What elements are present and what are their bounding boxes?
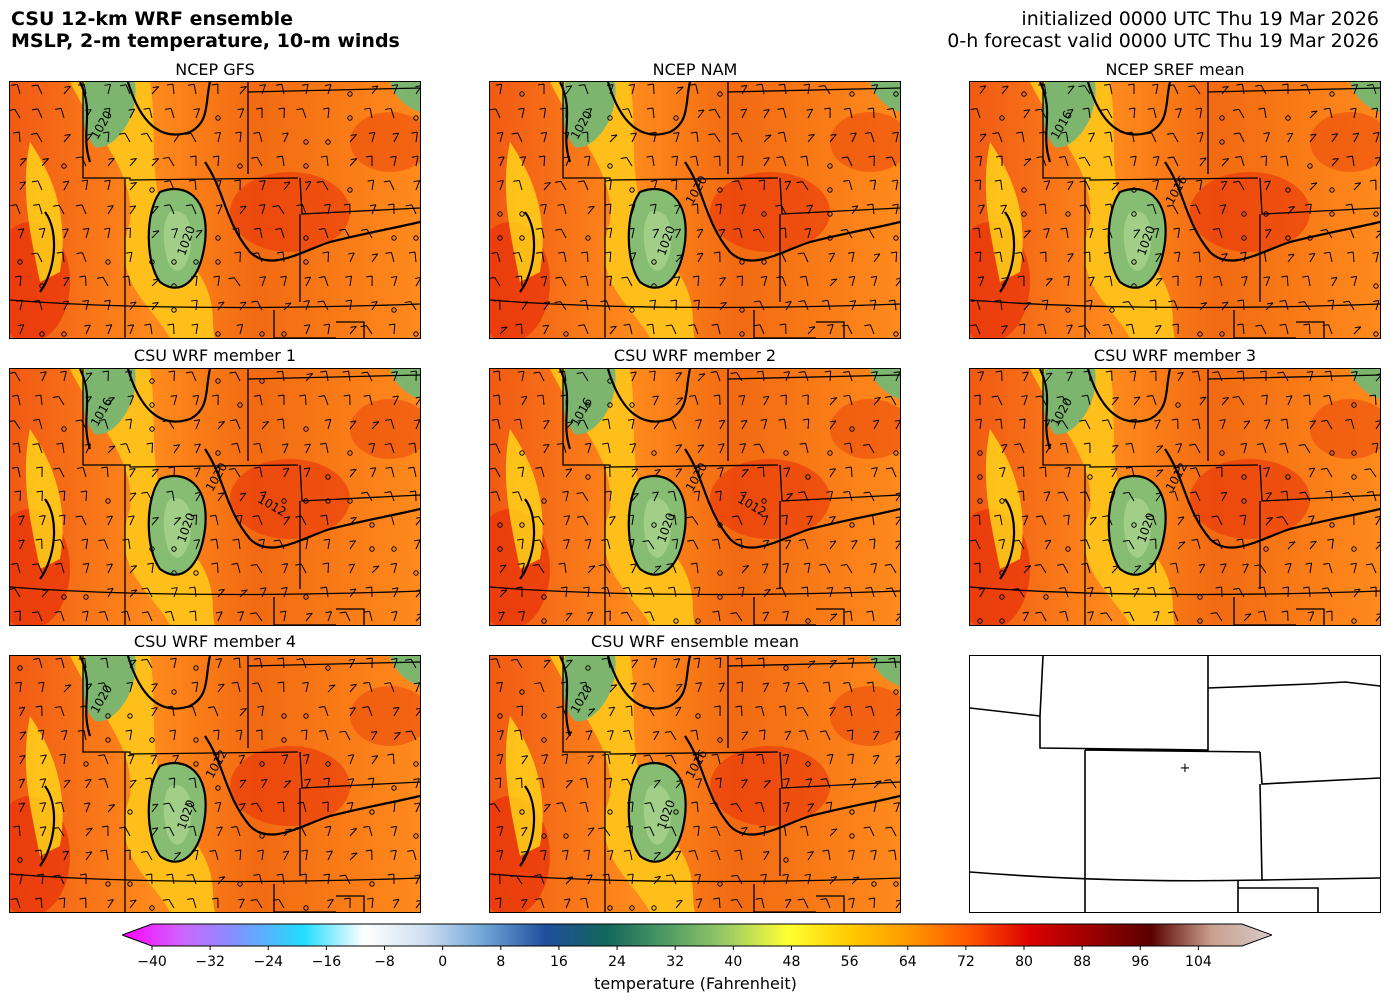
map-panel: + (969, 655, 1381, 913)
isobars (519, 656, 900, 867)
isobars (519, 369, 900, 580)
map-panel: 1020 1020 1016 (489, 655, 901, 913)
state-borders (970, 656, 1380, 912)
wind-barbs (490, 83, 900, 337)
panel-title-nam: NCEP NAM (652, 60, 738, 79)
state-borders (490, 656, 900, 912)
state-borders (970, 369, 1380, 625)
wind-barbs (10, 657, 420, 911)
panel-title-sref: NCEP SREF mean (1105, 60, 1245, 79)
map-panel: 1016 1020 1020 1012 (489, 368, 901, 626)
colorbar-tick-label: −16 (312, 954, 342, 970)
colorbar-tick-label: −40 (137, 954, 167, 970)
isobars (39, 82, 420, 293)
isobars (39, 369, 420, 580)
isobars (999, 369, 1380, 580)
map-panel: 1016 1020 1016 (969, 81, 1381, 339)
panel-title-m1: CSU WRF member 1 (133, 346, 297, 365)
colorbar-tick-label: 16 (550, 954, 568, 970)
colorbar-tick-label: 104 (1185, 954, 1212, 970)
colorbar-svg: −40 −32 −24 −16 −8 0 8 16 24 32 40 48 56 64 72 80 88 96 10… (120, 923, 1274, 970)
map-panel: 1020 1020 1020 (489, 81, 901, 339)
location-marker: + (1180, 761, 1191, 776)
colorbar-tick-label: 80 (1015, 954, 1033, 970)
colorbar-tick-label: −32 (195, 954, 225, 970)
map-panel: 1020 1020 1012 (969, 368, 1381, 626)
map-panel: 1020 1020 1012 (9, 655, 421, 913)
title-line-2: MSLP, 2-m temperature, 10-m winds (11, 30, 400, 52)
valid-time: 0-h forecast valid 0000 UTC Thu 19 Mar 2… (947, 30, 1379, 52)
wind-barbs (490, 370, 900, 624)
isobars (519, 82, 900, 293)
state-borders (10, 82, 420, 338)
state-borders (490, 369, 900, 625)
colorbar-tick-label: 32 (666, 954, 684, 970)
colorbar-tick-label: 0 (438, 954, 447, 970)
panel-title-m2: CSU WRF member 2 (613, 346, 777, 365)
colorbar-tick-label: 8 (496, 954, 505, 970)
wind-barbs (490, 657, 900, 911)
state-borders (10, 369, 420, 625)
colorbar-tick-label: −8 (374, 954, 395, 970)
map-svg: + (970, 656, 1380, 912)
forecast-time-info: initialized 0000 UTC Thu 19 Mar 2026 0-h… (947, 8, 1379, 52)
init-time: initialized 0000 UTC Thu 19 Mar 2026 (1021, 8, 1379, 30)
colorbar-tick-label: 72 (957, 954, 975, 970)
isobars (999, 82, 1380, 293)
panel-title-gfs: NCEP GFS (175, 60, 255, 79)
title-line-1: CSU 12-km WRF ensemble (11, 8, 293, 30)
map-panel: 1016 1020 1020 1012 (9, 368, 421, 626)
colorbar: −40 −32 −24 −16 −8 0 8 16 24 32 40 48 56 64 72 80 88 96 10… (120, 922, 1274, 974)
panel-title-m3: CSU WRF member 3 (1093, 346, 1257, 365)
state-borders (970, 82, 1380, 338)
map-panel: 1020 1020 (9, 81, 421, 339)
colorbar-tick-label: 64 (899, 954, 917, 970)
colorbar-tick-label: 24 (608, 954, 626, 970)
colorbar-bar (120, 923, 1274, 947)
state-borders (490, 82, 900, 338)
colorbar-tick-label: −24 (253, 954, 283, 970)
colorbar-tick-label: 88 (1073, 954, 1091, 970)
wind-barbs (10, 370, 420, 622)
state-borders (10, 656, 420, 912)
isobars (39, 656, 420, 867)
panel-title-m4: CSU WRF member 4 (133, 632, 297, 651)
wind-barbs (970, 370, 1380, 624)
colorbar-tick-label: 40 (724, 954, 742, 970)
panel-title-mean: CSU WRF ensemble mean (590, 632, 799, 651)
colorbar-label: temperature (Fahrenheit) (594, 974, 797, 993)
colorbar-tick-label: 48 (783, 954, 801, 970)
figure-title: CSU 12-km WRF ensemble MSLP, 2-m tempera… (11, 8, 400, 52)
colorbar-tick-label: 56 (841, 954, 859, 970)
colorbar-tick-label: 96 (1131, 954, 1149, 970)
